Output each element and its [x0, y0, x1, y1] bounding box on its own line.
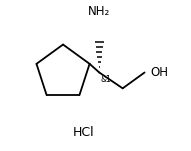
Text: NH₂: NH₂: [88, 5, 110, 18]
Text: OH: OH: [151, 66, 169, 79]
Text: HCl: HCl: [73, 126, 94, 139]
Text: &1: &1: [100, 75, 111, 84]
